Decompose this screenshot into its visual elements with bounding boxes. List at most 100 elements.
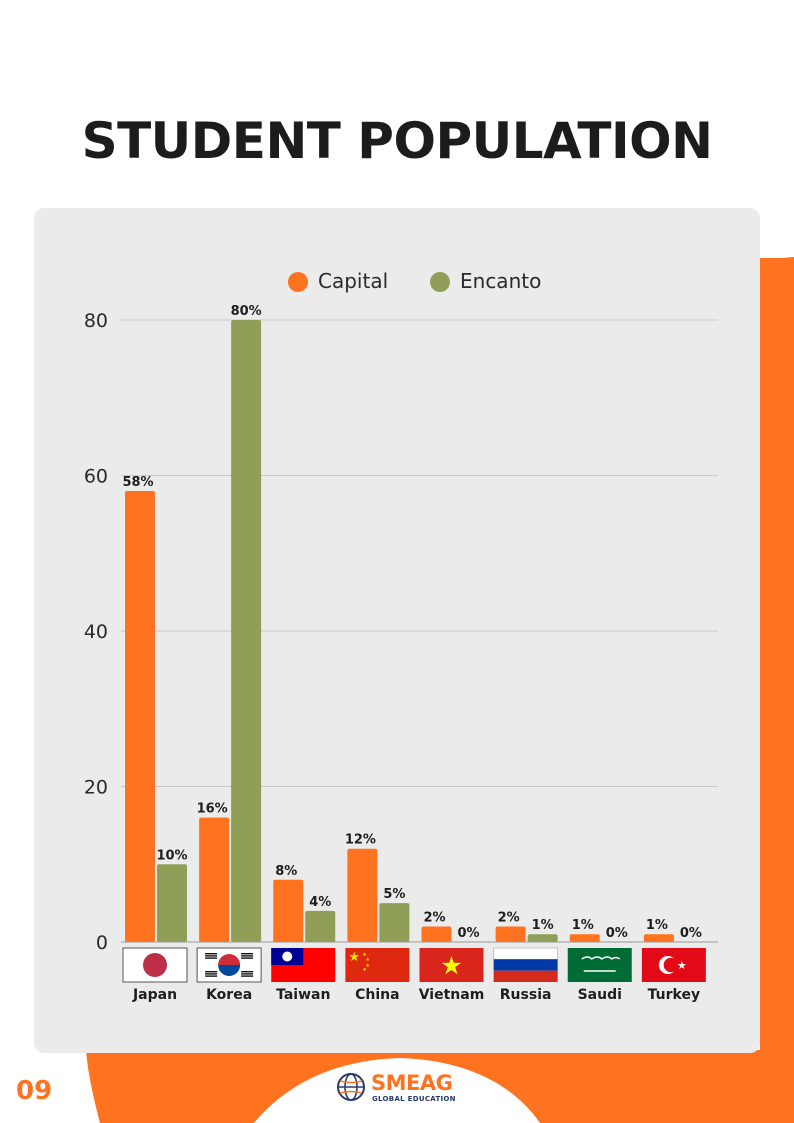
- y-tick-label: 20: [84, 777, 108, 799]
- category-label: Turkey: [648, 987, 700, 1003]
- category-flags: ★ ★★★★ ★ ★: [122, 947, 706, 983]
- y-tick-label: 40: [84, 621, 108, 643]
- data-labels: 58% 10% 16% 80% 8% 4% 12% 5% 2% 0% 2% 1% 1% 0% 1% 0%: [122, 304, 701, 941]
- page-number: 09: [16, 1076, 53, 1106]
- bars: [125, 320, 674, 942]
- bar-capital-russia: [495, 926, 526, 942]
- y-axis-ticks: 0 20 40 60 80: [84, 310, 108, 954]
- russia-flag-icon: [493, 947, 558, 982]
- data-label: 8%: [275, 864, 297, 879]
- flag-stripe-blue: [493, 959, 558, 971]
- category-label: Russia: [500, 987, 552, 1003]
- bar-capital-korea: [199, 817, 230, 942]
- data-label: 1%: [646, 918, 668, 933]
- y-tick-label: 80: [84, 310, 108, 332]
- category-label: Vietnam: [419, 987, 485, 1003]
- flag-field: [567, 948, 632, 982]
- y-tick-label: 60: [84, 466, 108, 488]
- bar-capital-china: [347, 848, 378, 942]
- category-labels: Japan Korea Taiwan China Vietnam Russia Saudi T…: [132, 987, 700, 1003]
- legend-label-encanto: Encanto: [460, 269, 541, 293]
- turkey-flag-icon: ★: [641, 948, 706, 982]
- bar-encanto-china: [379, 903, 410, 942]
- data-label: 1%: [572, 918, 594, 933]
- data-label: 80%: [231, 304, 262, 319]
- flag-crescent-inner: [663, 957, 679, 973]
- flag-stripe-red: [493, 970, 558, 982]
- flag-trigram: [241, 975, 254, 977]
- flag-trigram: [241, 953, 254, 955]
- flag-small-star: ★: [362, 967, 367, 973]
- flag-trigram: [205, 973, 218, 975]
- logo-tagline: GLOBAL EDUCATION: [372, 1095, 456, 1103]
- saudi-flag-icon: [567, 948, 632, 982]
- flag-trigram: [205, 955, 218, 957]
- flag-small-star: ★: [365, 963, 370, 969]
- y-tick-label: 0: [96, 932, 108, 954]
- flag-trigram: [205, 971, 218, 973]
- flag-trigram: [241, 957, 254, 959]
- flag-trigram: [241, 973, 254, 975]
- data-label: 4%: [309, 895, 331, 910]
- data-label: 5%: [383, 887, 405, 902]
- grid-lines: [121, 319, 718, 943]
- taiwan-flag-icon: [271, 948, 336, 982]
- bar-encanto-japan: [157, 864, 187, 942]
- japan-flag-icon: [122, 947, 188, 983]
- bar-encanto-korea: [231, 320, 262, 942]
- data-label: 12%: [345, 833, 376, 848]
- flag-trigram: [205, 953, 218, 955]
- data-label: 16%: [197, 802, 228, 817]
- bar-capital-turkey: [643, 934, 674, 942]
- korea-flag-icon: [196, 947, 262, 983]
- category-label: Japan: [132, 987, 177, 1003]
- legend-marker-encanto: [430, 272, 450, 292]
- logo-backdrop: [254, 1058, 540, 1123]
- flag-disc: [143, 953, 167, 977]
- bar-encanto-taiwan: [305, 910, 336, 942]
- page-title: STUDENT POPULATION: [81, 112, 713, 170]
- bar-encanto-russia: [527, 934, 558, 942]
- category-label: Taiwan: [276, 987, 330, 1003]
- data-label: 1%: [532, 918, 554, 933]
- vietnam-flag-icon: ★: [419, 948, 484, 982]
- flag-script: [581, 956, 621, 960]
- flag-trigram: [205, 975, 218, 977]
- china-flag-icon: ★ ★★★★: [345, 948, 410, 982]
- flag-trigram: [205, 957, 218, 959]
- globe-icon: [337, 1073, 365, 1101]
- flag-taeguk-bottom: [218, 965, 241, 976]
- logo-name: SMEAG: [371, 1071, 453, 1095]
- flag-stripe-white: [493, 947, 558, 960]
- flag-field: [345, 948, 410, 982]
- category-label: Saudi: [578, 987, 622, 1003]
- flag-big-star: ★: [348, 950, 360, 965]
- flag-small-star: ★: [362, 952, 367, 958]
- data-label: 2%: [423, 910, 445, 925]
- bar-capital-japan: [125, 491, 155, 942]
- bar-capital-saudi: [569, 934, 600, 942]
- data-label: 10%: [156, 848, 187, 863]
- legend-label-capital: Capital: [318, 269, 388, 293]
- data-label: 2%: [498, 910, 520, 925]
- smeag-logo: SMEAG GLOBAL EDUCATION: [336, 1070, 466, 1110]
- flag-small-star: ★: [365, 957, 370, 963]
- data-label: 0%: [680, 926, 702, 941]
- flag-sun: [282, 951, 293, 962]
- flag-trigram: [241, 971, 254, 973]
- category-label: Korea: [206, 987, 252, 1003]
- flag-trigram: [241, 955, 254, 957]
- legend: Capital Encanto: [288, 269, 541, 293]
- bar-capital-vietnam: [421, 926, 452, 942]
- flag-star: ★: [440, 951, 462, 980]
- bar-capital-taiwan: [273, 879, 304, 942]
- data-label: 0%: [457, 926, 479, 941]
- flag-field: [419, 948, 484, 982]
- data-label: 58%: [122, 475, 153, 490]
- flag-taeguk-top: [218, 954, 241, 965]
- legend-marker-capital: [288, 272, 308, 292]
- category-label: China: [355, 987, 399, 1003]
- flag-star: ★: [677, 959, 687, 972]
